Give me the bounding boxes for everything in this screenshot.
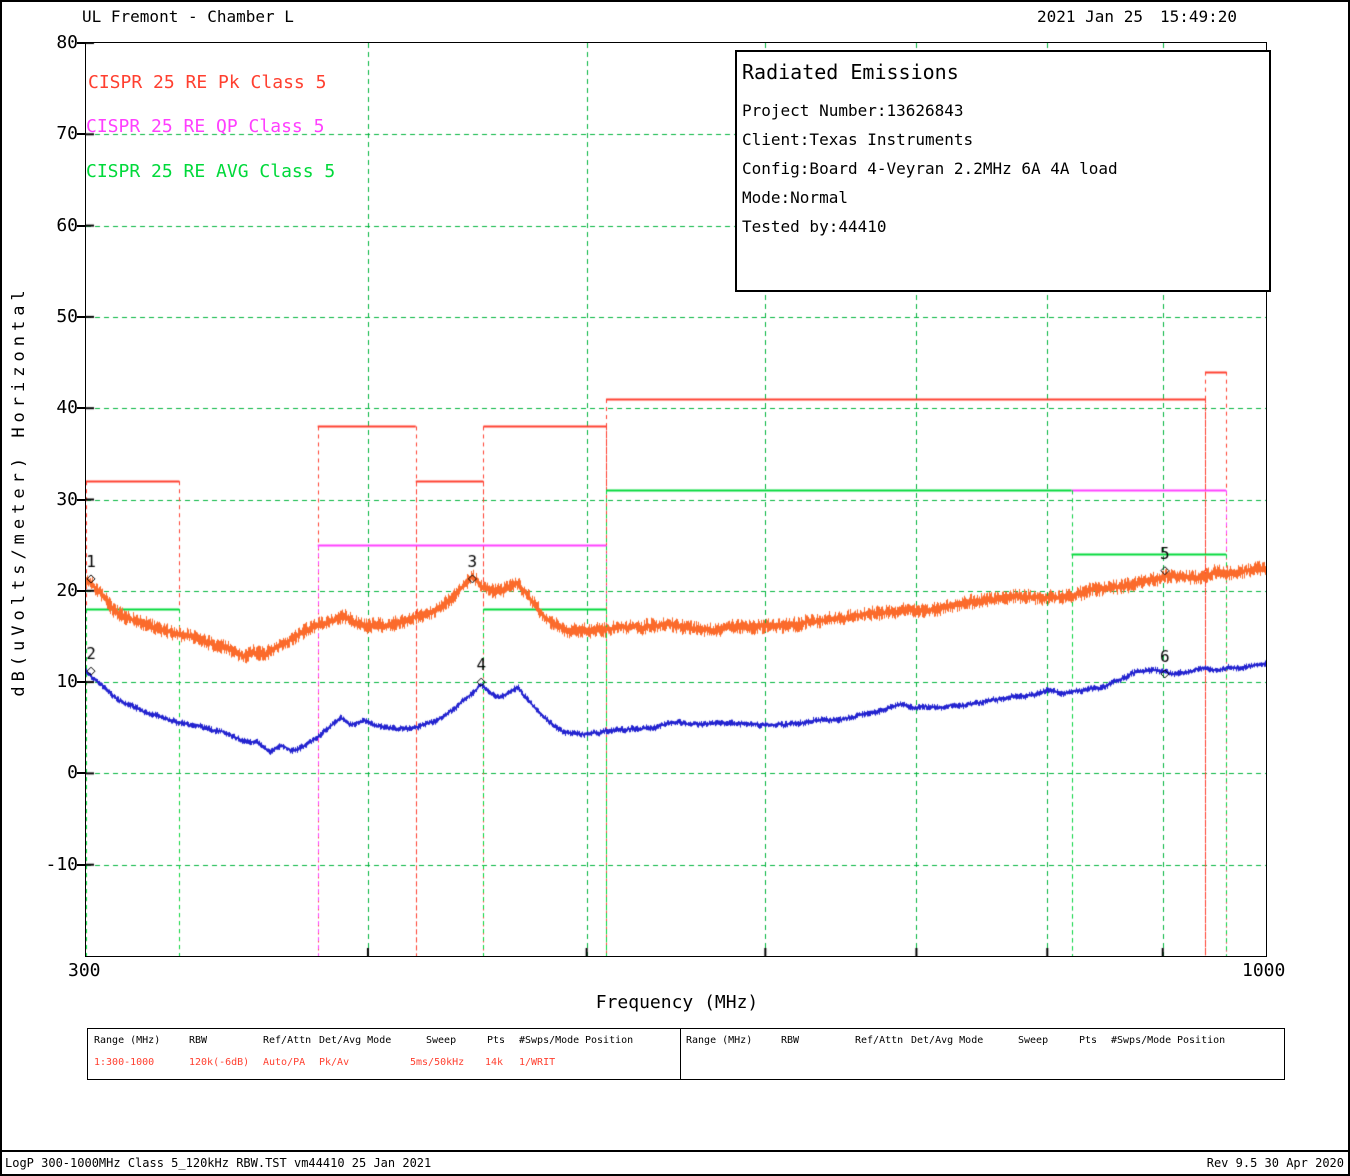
y-tick-label: 70 xyxy=(56,123,78,145)
table-divider xyxy=(680,1029,681,1079)
param-header-refattn: Ref/Attn xyxy=(263,1035,312,1046)
y-tick-mark xyxy=(77,772,85,775)
info-box-lines: Project Number:13626843 Client:Texas Ins… xyxy=(737,84,1269,241)
y-tick-mark xyxy=(77,863,85,866)
param-header2-pts: Pts xyxy=(1079,1035,1098,1046)
param-header2-rbw: RBW xyxy=(781,1035,800,1046)
param-header-range: Range (MHz) xyxy=(94,1035,161,1046)
y-tick-mark xyxy=(77,407,85,410)
y-tick-label: -10 xyxy=(45,853,78,875)
y-tick-mark xyxy=(77,133,85,136)
param-header2-swpsmode: #Swps/Mode xyxy=(1111,1035,1172,1046)
param-value-range: 1:300-1000 xyxy=(94,1057,155,1068)
legend-item-qp: CISPR 25 RE QP Class 5 xyxy=(86,116,325,137)
param-value-pts: 14k xyxy=(485,1057,504,1068)
param-value-swpsmode: 1/WRIT xyxy=(519,1057,556,1068)
x-min-label: 300 xyxy=(68,960,101,981)
param-header-detavg: Det/Avg Mode xyxy=(319,1035,392,1046)
y-tick-mark xyxy=(77,224,85,227)
y-tick-mark xyxy=(77,589,85,592)
y-tick-mark xyxy=(77,315,85,318)
info-line-project: Project Number:13626843 xyxy=(742,101,964,120)
info-box-title: Radiated Emissions xyxy=(742,60,959,84)
footer-bar: LogP 300-1000MHz Class 5_120kHz RBW.TST … xyxy=(2,1150,1348,1174)
y-tick-label: 20 xyxy=(56,579,78,601)
param-header-sweep: Sweep xyxy=(426,1035,457,1046)
param-header2-sweep: Sweep xyxy=(1018,1035,1049,1046)
param-header2-position: Position xyxy=(1177,1035,1226,1046)
param-value-rbw: 120k(-6dB) xyxy=(189,1057,250,1068)
param-header2-detavg: Det/Avg Mode xyxy=(911,1035,984,1046)
x-axis-label: Frequency (MHz) xyxy=(595,992,759,1013)
param-header-position: Position xyxy=(585,1035,634,1046)
x-max-label: 1000 xyxy=(1242,960,1286,981)
info-line-mode: Mode:Normal xyxy=(742,188,848,207)
param-header-swpsmode: #Swps/Mode xyxy=(519,1035,580,1046)
header-date: 2021 Jan 25 xyxy=(1037,7,1143,26)
param-header2-range: Range (MHz) xyxy=(686,1035,753,1046)
info-line-client: Client:Texas Instruments xyxy=(742,130,974,149)
chamber-title: UL Fremont - Chamber L xyxy=(82,7,294,26)
y-tick-label: 40 xyxy=(56,397,78,419)
y-tick-label: 80 xyxy=(56,32,78,53)
y-tick-mark xyxy=(77,498,85,501)
footer-filename: LogP 300-1000MHz Class 5_120kHz RBW.TST … xyxy=(5,1156,432,1170)
param-header-pts: Pts xyxy=(487,1035,506,1046)
y-tick-mark xyxy=(77,42,85,44)
y-tick-label: 30 xyxy=(56,488,78,510)
y-tick-label: 50 xyxy=(56,305,78,327)
param-header2-refattn: Ref/Attn xyxy=(855,1035,904,1046)
info-box: Radiated Emissions Project Number:136268… xyxy=(735,50,1271,292)
param-header-rbw: RBW xyxy=(189,1035,208,1046)
footer-revision: Rev 9.5 30 Apr 2020 xyxy=(1206,1156,1344,1170)
header-time: 15:49:20 xyxy=(1160,7,1238,26)
y-tick-mark xyxy=(77,681,85,684)
info-line-config: Config:Board 4-Veyran 2.2MHz 6A 4A load xyxy=(742,159,1118,178)
param-value-refattn: Auto/PA xyxy=(263,1057,306,1068)
info-line-tester: Tested by:44410 xyxy=(742,217,887,236)
y-tick-label: 60 xyxy=(56,214,78,236)
legend-item-avg: CISPR 25 RE AVG Class 5 xyxy=(86,161,336,182)
parameter-table: Range (MHz) RBW Ref/Attn Det/Avg Mode Sw… xyxy=(87,1028,1285,1080)
y-axis-label: dB(uVolts/meter) Horizontal xyxy=(9,285,29,697)
legend-item-pk: CISPR 25 RE Pk Class 5 xyxy=(88,72,327,93)
y-tick-label: 10 xyxy=(56,671,78,693)
param-value-sweep: 5ms/50kHz xyxy=(410,1057,465,1068)
param-value-detavg: Pk/Av xyxy=(319,1057,350,1068)
y-tick-label: 0 xyxy=(67,762,78,784)
